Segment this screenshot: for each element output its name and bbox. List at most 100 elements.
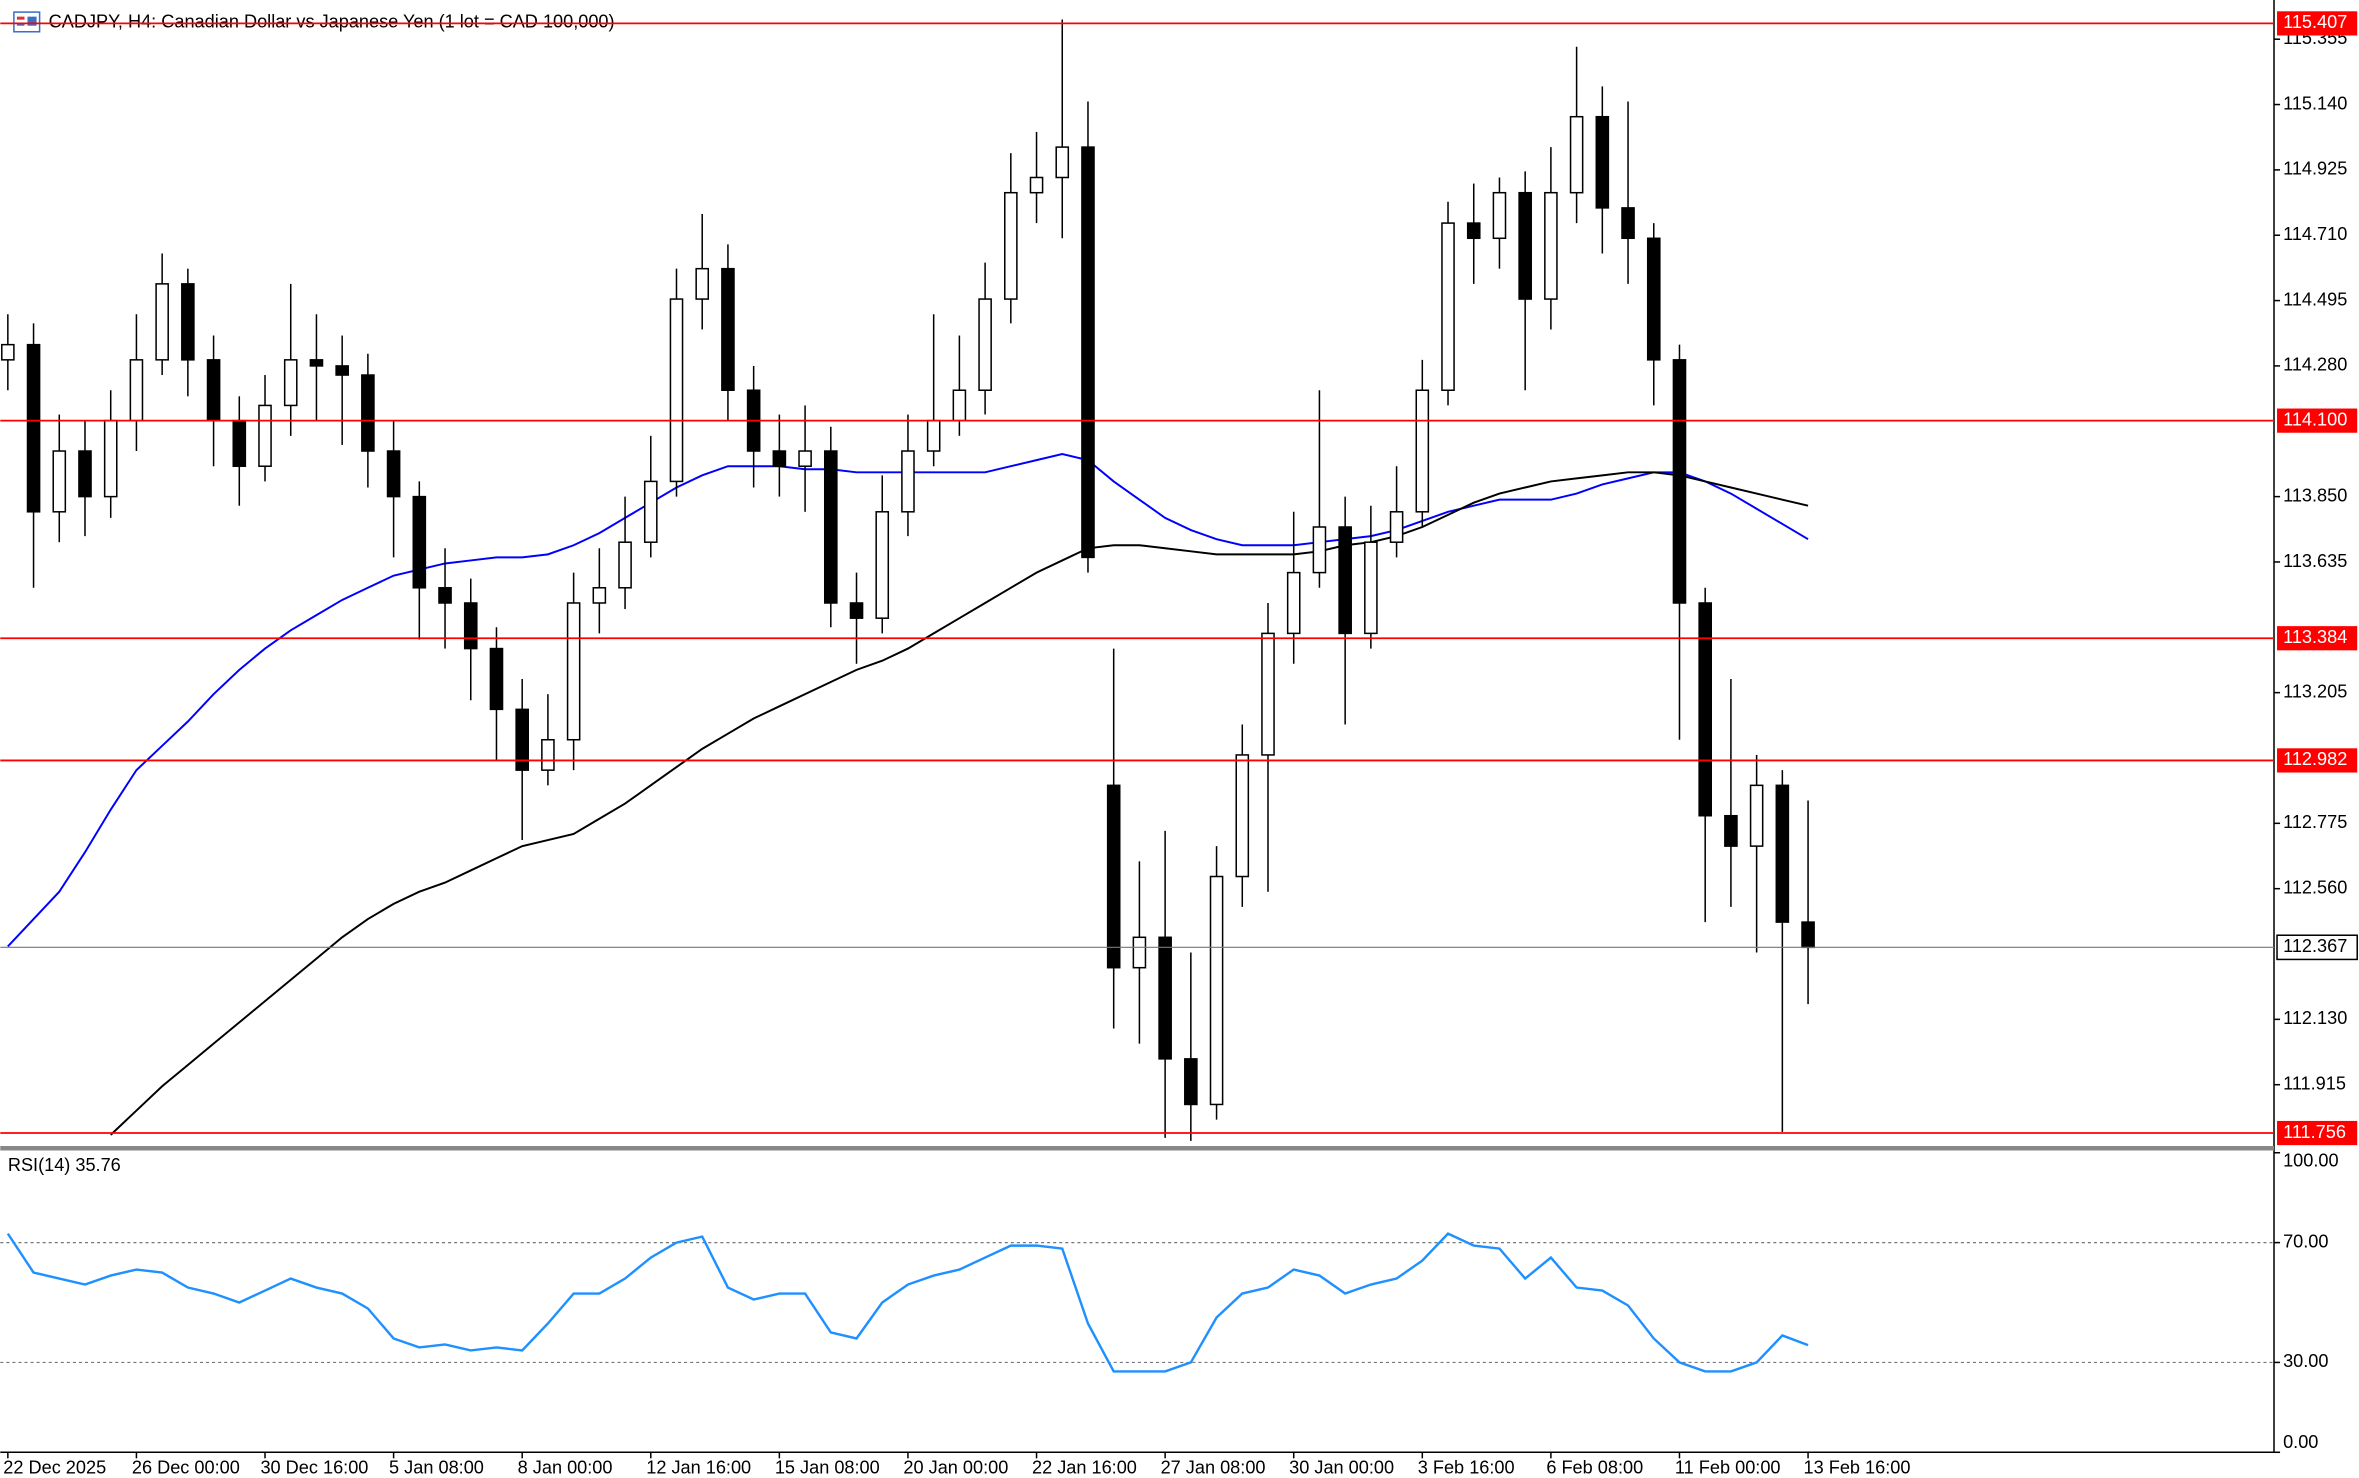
candle-body: [1184, 1058, 1198, 1106]
candle-body: [283, 359, 298, 407]
candle-body: [1724, 814, 1738, 847]
icon-bar: [16, 16, 25, 20]
candle-body: [1312, 526, 1327, 574]
x-tick-label: 22 Dec 2025: [3, 1458, 106, 1478]
candle-body: [1492, 191, 1507, 240]
candle-body: [412, 495, 427, 589]
level-label-box: [2277, 11, 2358, 36]
candle-body: [1261, 632, 1275, 756]
level-label: 111.756: [2283, 1122, 2346, 1142]
candle-body: [541, 738, 555, 771]
candle-body: [669, 298, 684, 483]
x-tick-label: 22 Jan 16:00: [1032, 1458, 1137, 1478]
icon-bar: [27, 16, 37, 26]
candle-body: [1415, 389, 1430, 513]
candle-body: [515, 708, 529, 771]
candle-body: [129, 359, 144, 422]
candle-body: [52, 450, 67, 513]
candle-body: [463, 602, 478, 650]
x-tick-label: 3 Feb 16:00: [1418, 1458, 1515, 1478]
candle-body: [489, 647, 504, 711]
candle-body: [1595, 115, 1610, 209]
level-label: 112.982: [2283, 749, 2347, 769]
candle-body: [1286, 571, 1301, 635]
level-label-box: [2277, 626, 2358, 651]
candle-body: [1338, 526, 1352, 635]
y-tick-label: 112.560: [2283, 877, 2347, 897]
candle-body: [1801, 921, 1815, 949]
last-price-label: 112.367: [2283, 936, 2347, 956]
candle-body: [1, 343, 15, 361]
candle-body: [1364, 541, 1378, 635]
candle-body: [926, 419, 941, 452]
x-tick-label: 8 Jan 00:00: [518, 1458, 613, 1478]
candle-body: [952, 389, 967, 422]
x-tick-label: 26 Dec 00:00: [132, 1458, 240, 1478]
level-label: 113.384: [2283, 627, 2347, 647]
candle-body: [181, 283, 195, 361]
candle-body: [978, 298, 992, 391]
moving-average: [110, 471, 1809, 1136]
candle-body: [875, 511, 890, 619]
candle-body: [258, 404, 272, 467]
candle-body: [1775, 784, 1790, 923]
rsi-line: [6, 1232, 1809, 1373]
candle-body: [1466, 222, 1481, 240]
candle-body: [643, 480, 658, 543]
candle-body: [232, 419, 247, 467]
y-tick-label: 111.915: [2283, 1074, 2346, 1094]
candle-body: [78, 450, 92, 498]
candle-body: [1158, 936, 1172, 1060]
y-tick-label: 113.850: [2283, 485, 2347, 505]
candle-body: [1518, 191, 1532, 300]
candle-body: [592, 587, 607, 604]
candle-body: [1749, 784, 1764, 847]
rsi-title: RSI(14) 35.76: [8, 1155, 121, 1175]
candle-body: [1235, 754, 1250, 878]
candle-body: [206, 359, 221, 422]
candle-body: [849, 602, 864, 619]
candle-body: [1698, 602, 1713, 817]
level-label-box: [2277, 1120, 2358, 1146]
candle-body: [1672, 359, 1687, 604]
chart-title: CADJPY, H4: Canadian Dollar vs Japanese …: [49, 11, 615, 31]
x-tick-label: 12 Jan 16:00: [646, 1458, 751, 1478]
candle-body: [1004, 191, 1018, 300]
candle-body: [695, 267, 710, 300]
candle-body: [798, 450, 812, 467]
candle-body: [1389, 511, 1404, 543]
candle-body: [618, 541, 632, 589]
candle-body: [386, 450, 401, 498]
candle-body: [1029, 176, 1044, 194]
level-label-box: [2277, 748, 2358, 773]
candle-body: [1209, 875, 1224, 1106]
x-tick-label: 27 Jan 08:00: [1161, 1458, 1266, 1478]
candle-body: [1081, 146, 1095, 559]
x-tick-label: 30 Dec 16:00: [260, 1458, 368, 1478]
y-tick-label: 112.130: [2283, 1008, 2347, 1028]
candle-body: [1569, 115, 1584, 194]
candle-body: [335, 365, 349, 376]
y-tick-label: 113.205: [2283, 681, 2347, 701]
y-tick-label: 112.775: [2283, 812, 2347, 832]
candle-body: [1055, 146, 1070, 179]
candle-body: [1544, 191, 1558, 300]
candle-body: [309, 359, 324, 367]
x-tick-label: 5 Jan 08:00: [389, 1458, 484, 1478]
y-tick-label: 114.710: [2283, 224, 2347, 244]
candle-body: [1646, 237, 1661, 361]
x-tick-label: 13 Feb 16:00: [1804, 1458, 1911, 1478]
y-tick-label: 114.495: [2283, 289, 2347, 309]
x-tick-label: 6 Feb 08:00: [1546, 1458, 1643, 1478]
y-tick-label: 30.00: [2283, 1351, 2328, 1371]
y-tick-label: 100.00: [2283, 1151, 2339, 1171]
candle-body: [103, 419, 118, 498]
y-tick-label: 114.280: [2283, 355, 2347, 375]
y-tick-label: 0.00: [2283, 1432, 2318, 1452]
level-label: 114.100: [2283, 409, 2347, 429]
candle-body: [823, 450, 838, 604]
candle-body: [26, 343, 41, 513]
candle-body: [721, 267, 735, 391]
candle-body: [361, 374, 375, 452]
